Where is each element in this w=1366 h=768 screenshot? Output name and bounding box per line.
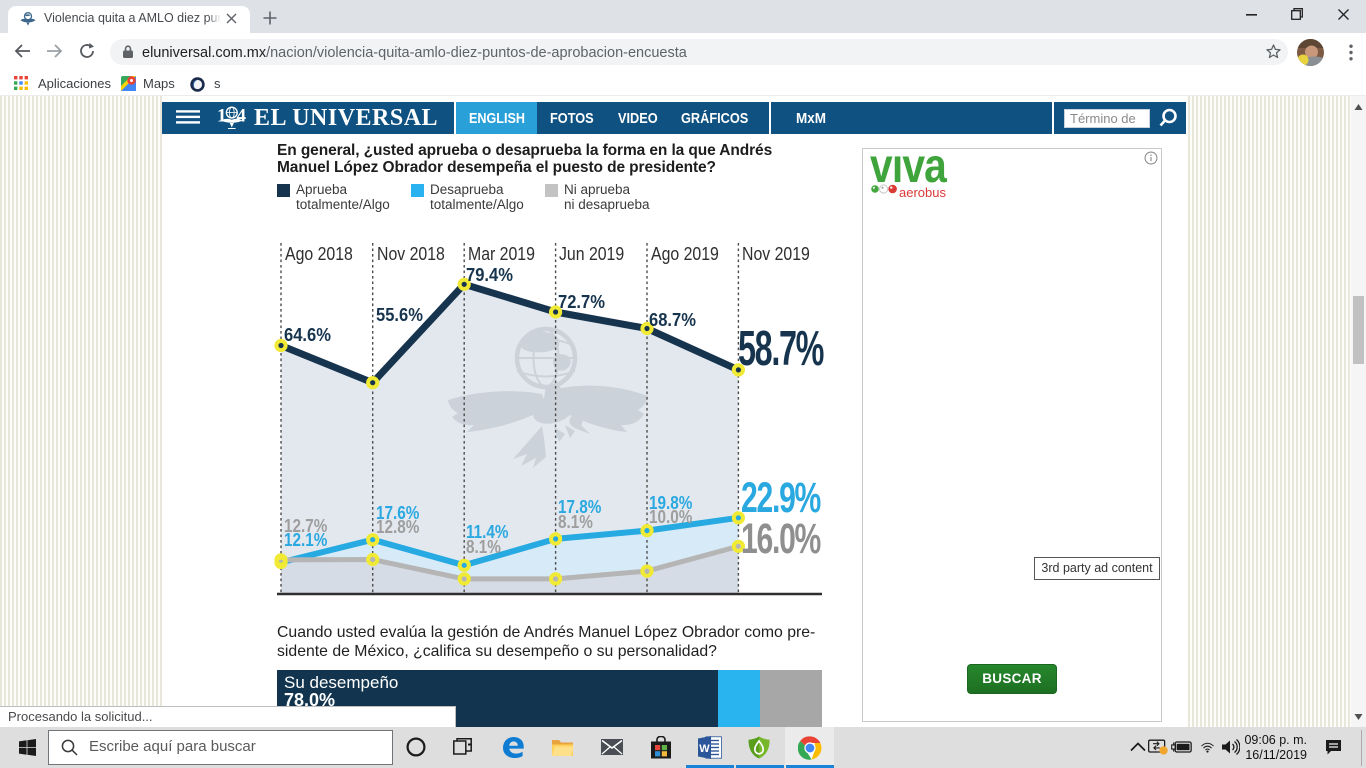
svg-text:4: 4: [237, 106, 247, 127]
svg-text:W: W: [699, 743, 710, 755]
svg-text:1: 1: [217, 106, 227, 127]
